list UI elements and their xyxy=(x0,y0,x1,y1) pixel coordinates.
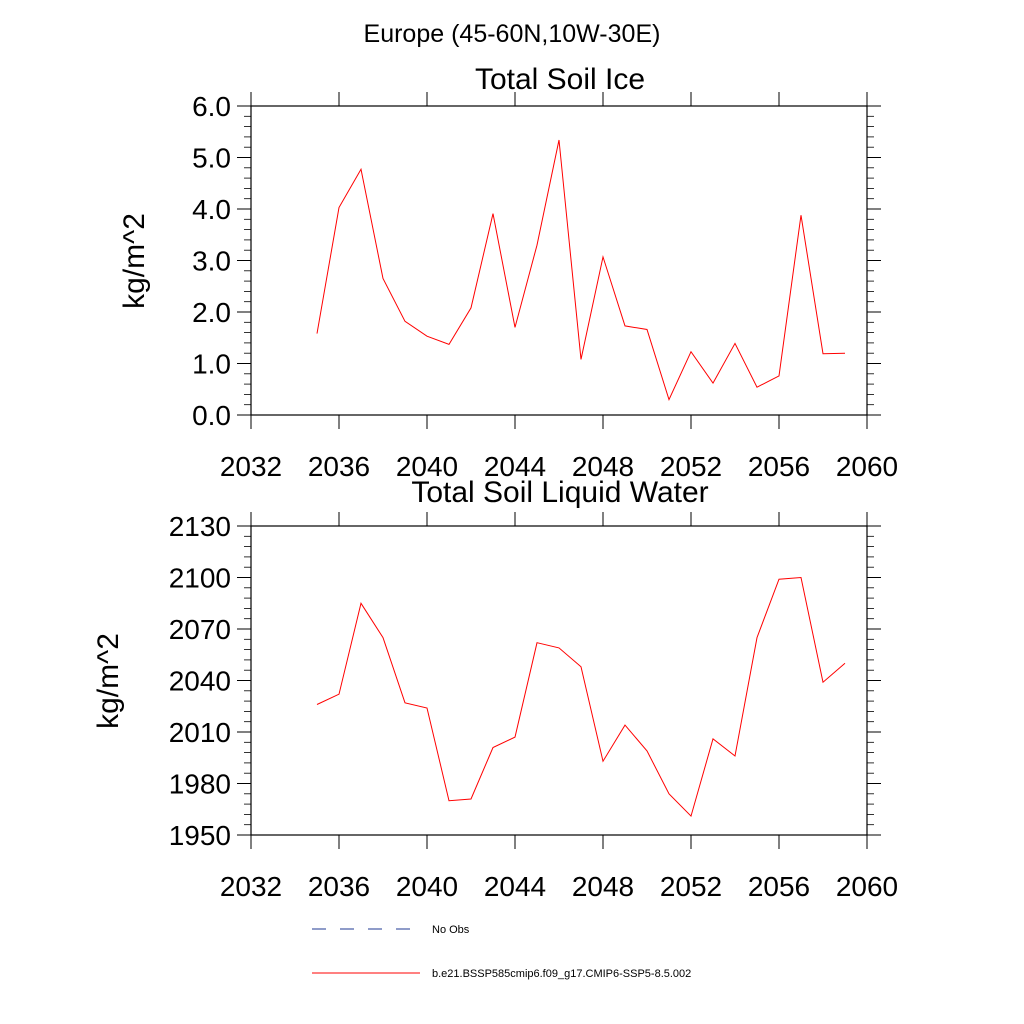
series-line xyxy=(316,139,846,401)
x-tick-label: 2048 xyxy=(572,871,634,902)
y-tick-label: 2010 xyxy=(169,717,231,748)
x-tick-label: 2032 xyxy=(220,451,282,482)
x-tick-label: 2052 xyxy=(660,451,722,482)
plot-frame-soil-liquid-water xyxy=(250,525,868,836)
x-tick-label: 2060 xyxy=(836,451,898,482)
figure-suptitle: Europe (45-60N,10W-30E) xyxy=(364,20,661,48)
y-tick-label: 5.0 xyxy=(192,143,231,174)
x-tick-label: 2040 xyxy=(396,451,458,482)
x-tick-label: 2056 xyxy=(748,871,810,902)
x-tick-label: 2044 xyxy=(484,451,546,482)
y-tick-labels-soil-ice: 0.0 1.0 2.0 3.0 4.0 5.0 6.0 xyxy=(192,91,231,431)
x-tick-label: 2032 xyxy=(220,871,282,902)
plot-frame-soil-ice xyxy=(250,105,868,416)
ticks-soil-liquid-water xyxy=(237,512,881,849)
x-tick-label: 2056 xyxy=(748,451,810,482)
x-tick-label: 2036 xyxy=(308,451,370,482)
y-tick-labels-soil-liquid-water: 1950 1980 2010 2040 2070 2100 2130 xyxy=(169,511,231,851)
y-axis-label-soil-liquid-water: kg/m^2 xyxy=(92,633,125,729)
y-tick-label: 2130 xyxy=(169,511,231,542)
x-tick-label: 2048 xyxy=(572,451,634,482)
series-line xyxy=(316,576,846,818)
panel-total-soil-liquid-water: Total Soil Liquid Water kg/m^2 1950 1980 2… xyxy=(92,476,898,902)
legend-label-no-obs: No Obs xyxy=(432,924,470,936)
x-tick-labels-soil-ice: 2032 2036 2040 2044 2048 2052 2056 2060 xyxy=(220,451,898,482)
y-axis-label-soil-ice: kg/m^2 xyxy=(118,213,151,309)
ticks-soil-ice xyxy=(237,92,881,429)
y-tick-label: 1980 xyxy=(169,769,231,800)
x-tick-label: 2036 xyxy=(308,871,370,902)
x-tick-labels-soil-liquid-water: 2032 2036 2040 2044 2048 2052 2056 2060 xyxy=(220,871,898,902)
x-tick-label: 2044 xyxy=(484,871,546,902)
y-tick-label: 4.0 xyxy=(192,194,231,225)
y-tick-label: 0.0 xyxy=(192,400,231,431)
panel-title-soil-ice: Total Soil Ice xyxy=(475,63,645,96)
y-tick-label: 1.0 xyxy=(192,349,231,380)
series-group-soil-liquid-water xyxy=(316,576,846,818)
y-tick-label: 2040 xyxy=(169,666,231,697)
legend: No Obs b.e21.BSSP585cmip6.f09_g17.CMIP6-… xyxy=(312,924,691,980)
y-tick-label: 1950 xyxy=(169,820,231,851)
y-tick-label: 3.0 xyxy=(192,246,231,277)
y-tick-label: 6.0 xyxy=(192,91,231,122)
x-tick-label: 2060 xyxy=(836,871,898,902)
y-tick-label: 2070 xyxy=(169,614,231,645)
legend-label-model: b.e21.BSSP585cmip6.f09_g17.CMIP6-SSP5-8.… xyxy=(432,968,691,980)
x-tick-label: 2052 xyxy=(660,871,722,902)
y-tick-label: 2.0 xyxy=(192,297,231,328)
y-tick-label: 2100 xyxy=(169,563,231,594)
x-tick-label: 2040 xyxy=(396,871,458,902)
panel-title-soil-liquid-water: Total Soil Liquid Water xyxy=(411,476,708,509)
panel-total-soil-ice: Total Soil Ice kg/m^2 0.0 1.0 2.0 3.0 4.0 5.0… xyxy=(118,63,898,482)
series-group-soil-ice xyxy=(316,139,846,401)
